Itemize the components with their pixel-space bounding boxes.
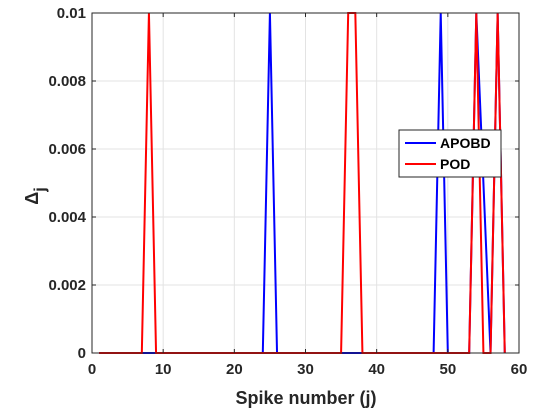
y-axis-label-subscript: j (32, 187, 49, 192)
x-tick-label: 20 (226, 361, 243, 378)
y-tick-label: 0 (78, 345, 86, 362)
x-axis-label: Spike number (j) (235, 388, 376, 408)
x-tick-label: 0 (88, 361, 96, 378)
grid (91, 12, 520, 354)
series-line-apobd (99, 12, 506, 354)
legend-box (398, 129, 502, 178)
y-tick-label: 0.01 (57, 5, 86, 22)
x-tick-label: 60 (511, 361, 528, 378)
legend: APOBD POD (398, 129, 502, 178)
y-tick-label: 0.006 (48, 141, 86, 158)
x-tick-label: 50 (439, 361, 456, 378)
y-tick-label: 0.004 (48, 209, 86, 226)
legend-label-apobd: APOBD (440, 135, 491, 151)
y-tick-label: 0.008 (48, 73, 86, 90)
x-tick-label: 30 (297, 361, 314, 378)
x-tick-label: 10 (155, 361, 172, 378)
y-tick-label: 0.002 (48, 277, 86, 294)
y-axis-label-symbol: Δ (22, 192, 42, 205)
legend-label-pod: POD (440, 156, 470, 172)
series-layer (99, 12, 506, 354)
axis-ticks: 0 10 20 30 40 50 60 0 0.002 0.004 0.006 0.008 0.01 (48, 5, 527, 378)
svg-text:Δj: Δj (22, 187, 49, 204)
y-axis-label: Δj (22, 187, 49, 204)
x-tick-label: 40 (368, 361, 385, 378)
